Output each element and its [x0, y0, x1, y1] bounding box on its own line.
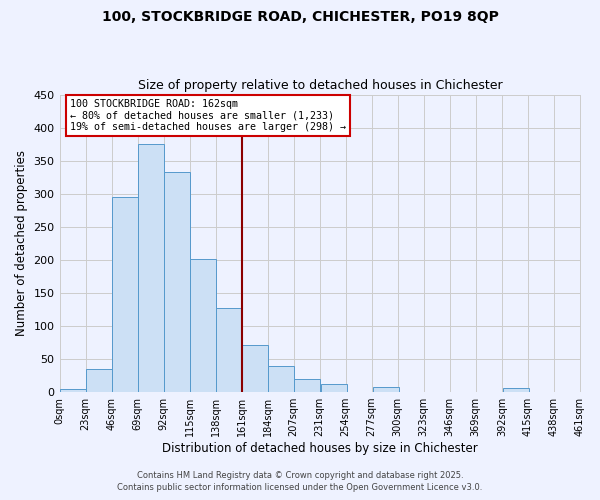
- Bar: [137, 144, 164, 392]
- Bar: [59, 389, 86, 392]
- Y-axis label: Number of detached properties: Number of detached properties: [15, 150, 28, 336]
- Bar: [373, 387, 399, 392]
- Bar: [190, 258, 215, 392]
- Bar: [112, 197, 137, 392]
- Bar: [321, 384, 347, 392]
- Bar: [268, 366, 293, 392]
- Bar: [164, 172, 190, 392]
- Bar: [242, 345, 268, 392]
- X-axis label: Distribution of detached houses by size in Chichester: Distribution of detached houses by size …: [163, 442, 478, 455]
- Title: Size of property relative to detached houses in Chichester: Size of property relative to detached ho…: [138, 79, 503, 92]
- Text: Contains HM Land Registry data © Crown copyright and database right 2025.
Contai: Contains HM Land Registry data © Crown c…: [118, 471, 482, 492]
- Bar: [293, 379, 320, 392]
- Text: 100, STOCKBRIDGE ROAD, CHICHESTER, PO19 8QP: 100, STOCKBRIDGE ROAD, CHICHESTER, PO19 …: [101, 10, 499, 24]
- Bar: [86, 369, 112, 392]
- Bar: [215, 308, 242, 392]
- Text: 100 STOCKBRIDGE ROAD: 162sqm
← 80% of detached houses are smaller (1,233)
19% of: 100 STOCKBRIDGE ROAD: 162sqm ← 80% of de…: [70, 99, 346, 132]
- Bar: [503, 388, 529, 392]
